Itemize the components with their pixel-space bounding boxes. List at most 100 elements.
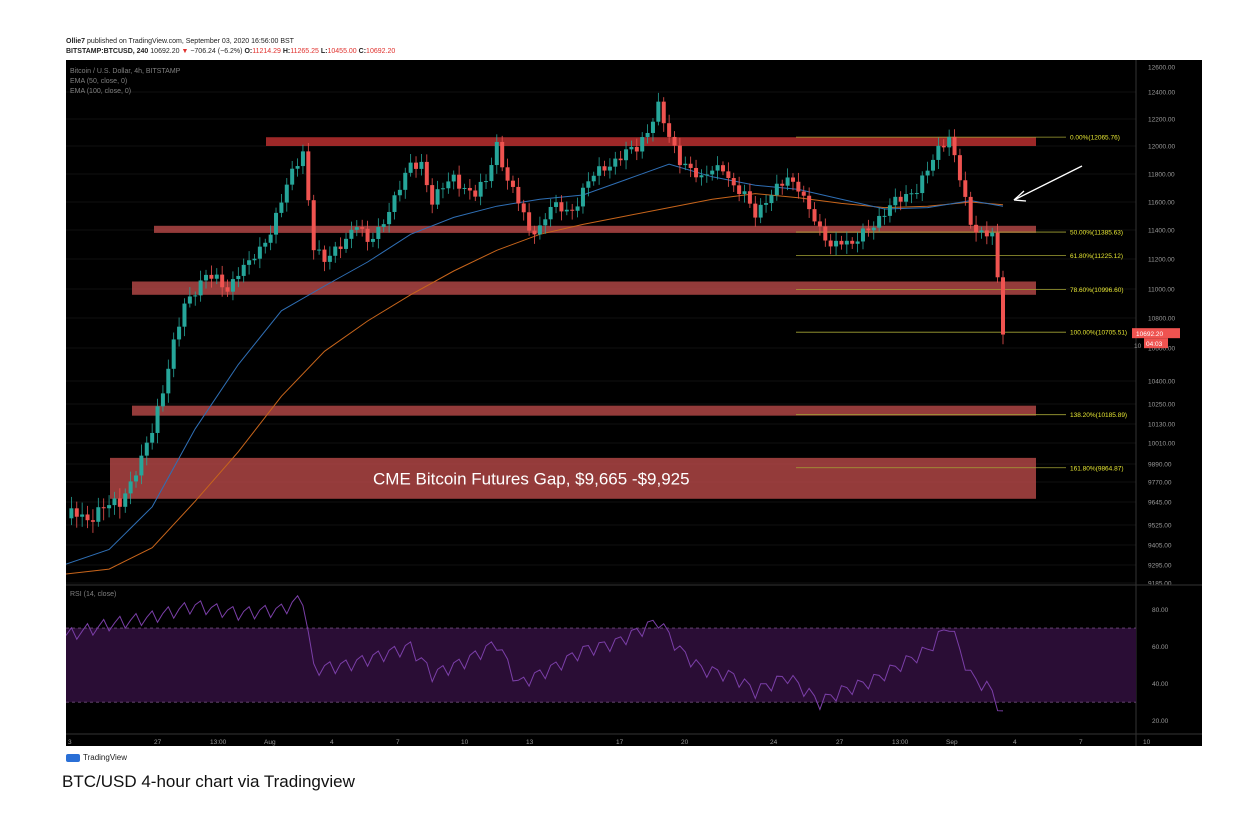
candle-body	[575, 206, 580, 211]
candle-body	[812, 209, 817, 222]
fib-level-label: 50.00%(11385.63)	[1070, 230, 1123, 237]
rsi-legend: RSI (14, close)	[70, 591, 117, 598]
candle-body	[629, 146, 634, 150]
candle-body	[241, 264, 246, 276]
open-value: 11214.29	[252, 48, 281, 55]
candle-body	[963, 180, 968, 197]
candle-body	[920, 175, 925, 194]
candle-body	[467, 187, 472, 191]
candle-body	[268, 234, 273, 243]
candle-body	[650, 121, 655, 133]
candle-body	[602, 166, 607, 171]
ohlc-line: BITSTAMP:BTCUSD, 240 10692.20 ▼ −706.24 …	[66, 48, 395, 55]
candle-body	[123, 493, 128, 507]
close-label: C:	[358, 48, 367, 55]
price-axis-tick: 10130.00	[1148, 422, 1175, 429]
candle-body	[947, 136, 952, 148]
rsi-axis-tick: 60.00	[1152, 644, 1169, 651]
candle-body	[764, 203, 769, 205]
candle-body	[403, 172, 408, 190]
low-label: L:	[320, 48, 328, 55]
candle-body	[381, 224, 386, 228]
price-axis-tick: 9295.00	[1148, 563, 1172, 570]
candle-body	[397, 189, 402, 196]
chart-svg[interactable]: CME Bitcoin Futures Gap, $9,665 -$9,925 0…	[66, 60, 1202, 746]
candle-body	[440, 188, 445, 190]
annotation-arrow	[1013, 165, 1083, 201]
candle-body	[694, 167, 699, 178]
time-axis-tick: 17	[616, 739, 624, 746]
ema50-legend: EMA (50, close, 0)	[70, 78, 128, 85]
price-axis-tick: 12000.00	[1148, 144, 1175, 151]
price-axis-tick: 10250.00	[1148, 402, 1175, 409]
time-axis-tick: 7	[1079, 739, 1083, 746]
ema100-line	[66, 193, 1004, 575]
candle-body	[834, 240, 839, 247]
candle-body	[505, 167, 510, 181]
candle-body	[489, 165, 494, 182]
candle-body	[300, 151, 305, 167]
candle-body	[828, 240, 833, 247]
candle-body	[688, 163, 693, 168]
candle-body	[554, 202, 559, 207]
candle-body	[257, 246, 262, 259]
candle-body	[855, 241, 860, 244]
annotation-arrowhead	[1013, 190, 1027, 202]
tradingview-logo: TradingView	[66, 753, 127, 762]
candle-body	[69, 508, 74, 519]
countdown-badge	[1144, 338, 1168, 349]
price-axis-tick: 10010.00	[1148, 441, 1175, 448]
chart-panel[interactable]: CME Bitcoin Futures Gap, $9,665 -$9,925 0…	[66, 60, 1202, 746]
candle-body	[866, 228, 871, 231]
candle-body	[570, 209, 575, 211]
support-resistance-zone	[266, 137, 1036, 146]
candle-body	[887, 205, 892, 216]
support-resistance-zone	[154, 225, 1036, 233]
candle-body	[354, 227, 359, 230]
cme-gap-label: CME Bitcoin Futures Gap, $9,665 -$9,925	[373, 469, 690, 488]
candle-body	[957, 155, 962, 181]
candle-body	[424, 161, 429, 186]
time-axis-tick: 4	[1013, 739, 1017, 746]
rsi-axis-tick: 20.00	[1152, 718, 1169, 725]
candle-body	[597, 166, 602, 176]
candle-body	[500, 141, 505, 168]
candle-body	[634, 146, 639, 152]
candle-body	[640, 137, 645, 152]
candle-body	[198, 280, 203, 296]
price-axis-tick: 11200.00	[1148, 257, 1175, 264]
candle-body	[645, 132, 650, 138]
price-axis-tick: 10	[1134, 343, 1142, 350]
candle-body	[661, 101, 666, 124]
candle-body	[543, 219, 548, 226]
open-label: O:	[244, 48, 253, 55]
time-axis-tick: 13:00	[210, 739, 227, 746]
candle-body	[995, 232, 1000, 278]
candle-body	[349, 229, 354, 239]
candle-body	[414, 162, 419, 169]
candle-body	[90, 520, 95, 522]
candle-body	[317, 249, 322, 251]
candle-body	[435, 189, 440, 205]
price-axis-tick: 11400.00	[1148, 228, 1175, 235]
candle-body	[720, 165, 725, 172]
price-axis-tick: 11000.00	[1148, 287, 1175, 294]
rsi-band	[66, 628, 1136, 703]
candle-body	[742, 191, 747, 195]
candle-body	[537, 225, 542, 235]
published-text: published on TradingView.com, September …	[87, 38, 294, 45]
candle-body	[823, 226, 828, 241]
candle-body	[677, 145, 682, 166]
countdown-label: 04:03	[1146, 341, 1163, 348]
candle-body	[430, 185, 435, 205]
time-axis-tick: 27	[836, 739, 844, 746]
candle-body	[387, 211, 392, 225]
candle-body	[737, 185, 742, 195]
price-axis-tick: 12600.00	[1148, 65, 1175, 72]
candle-body	[990, 232, 995, 237]
candle-body	[952, 136, 957, 156]
author-name: Ollie7	[66, 38, 86, 45]
tradingview-logo-text: TradingView	[83, 753, 128, 762]
fib-level-label: 0.00%(12065.76)	[1070, 135, 1120, 142]
candle-body	[392, 195, 397, 212]
